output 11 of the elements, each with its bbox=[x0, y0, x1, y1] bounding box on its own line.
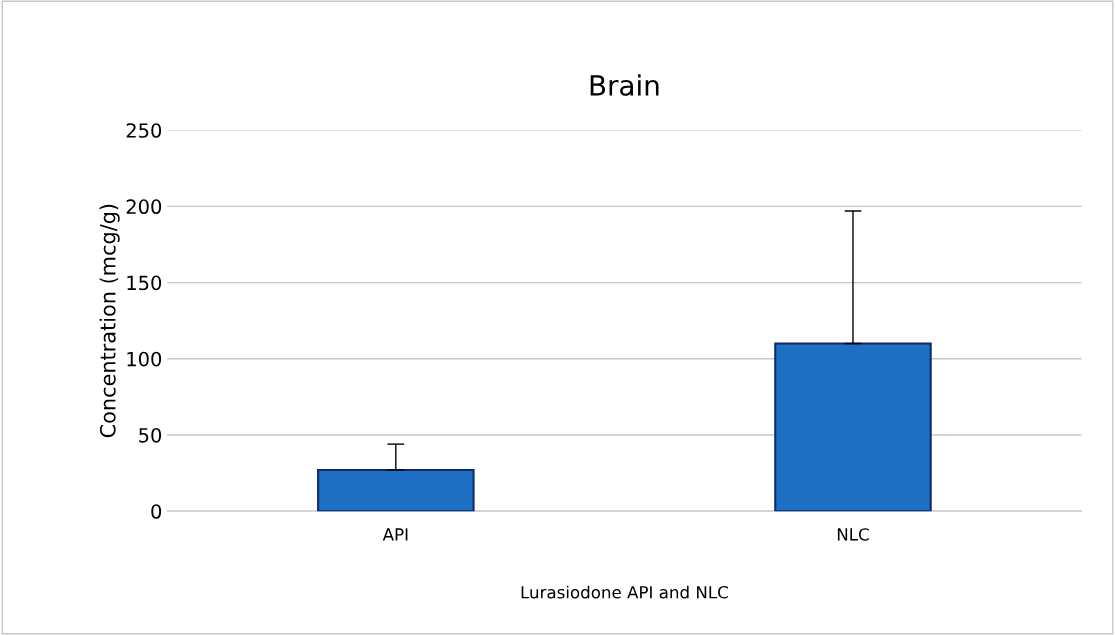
y-tick-label: 0 bbox=[151, 504, 162, 519]
y-tick-label: 200 bbox=[126, 199, 162, 215]
x-tick-label: API bbox=[382, 528, 408, 541]
y-tick-label: 250 bbox=[126, 123, 162, 138]
y-tick-label: 50 bbox=[139, 427, 162, 443]
y-axis-title: Concentration (mcg/g) bbox=[99, 204, 120, 438]
chart-title: Brain bbox=[590, 74, 659, 96]
x-axis-title: Lurasiodone API and NLC bbox=[521, 585, 728, 599]
x-tick-label: NLC bbox=[837, 528, 869, 541]
y-tick-label: 100 bbox=[127, 351, 162, 367]
y-tick-label: 150 bbox=[127, 275, 162, 291]
